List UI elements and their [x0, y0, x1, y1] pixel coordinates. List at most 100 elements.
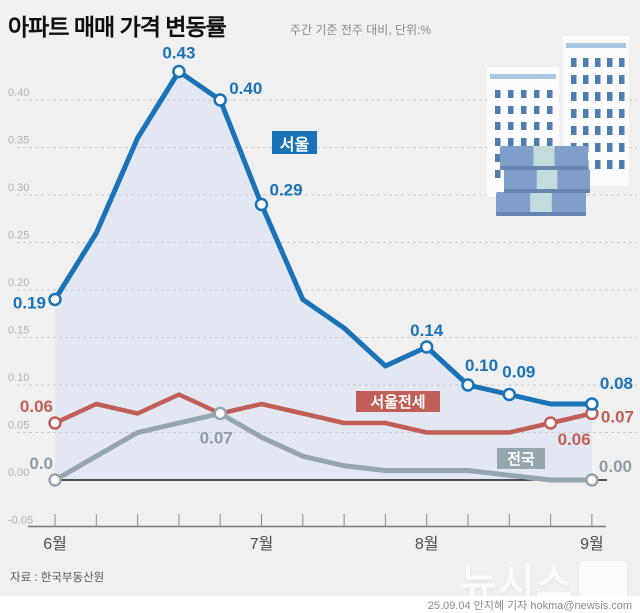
y-axis-label: 0.30 — [8, 182, 29, 194]
y-axis-label: 0.20 — [8, 277, 29, 289]
data-point-label: 0.40 — [229, 79, 262, 98]
data-point-label: 0.0 — [29, 454, 53, 473]
data-point-marker — [254, 197, 269, 212]
page-title: 아파트 매매 가격 변동률 — [8, 14, 227, 40]
window — [595, 109, 601, 118]
x-axis: 6월 7월 8월 9월 — [28, 514, 606, 553]
window — [583, 109, 589, 118]
window — [495, 122, 501, 130]
y-axis-label: 0.15 — [8, 325, 29, 337]
window — [619, 109, 625, 118]
data-point-marker — [48, 292, 62, 307]
x-axis-label: 9월 — [580, 535, 604, 553]
data-point-label: 0.09 — [502, 363, 535, 382]
data-point-marker — [585, 473, 599, 487]
y-axis-label: 0.10 — [8, 372, 29, 384]
money-edge — [504, 189, 590, 193]
window — [619, 75, 625, 84]
data-point-marker — [543, 416, 558, 430]
x-axis-label: 7월 — [250, 535, 274, 553]
window — [495, 138, 501, 146]
window — [607, 58, 613, 67]
series-points-0: 0.19 0.43 0.40 0.29 0.14 0.10 0.09 0.08 — [13, 44, 633, 411]
series-line-1 — [54, 392, 593, 435]
window — [607, 160, 613, 169]
data-point-label: 0.29 — [270, 181, 303, 200]
data-point-label: 0.06 — [558, 430, 591, 449]
money-edge — [500, 166, 588, 170]
window — [495, 170, 501, 178]
data-point-marker — [585, 397, 599, 411]
y-axis-label: 0.05 — [8, 420, 29, 432]
data-point-marker — [48, 416, 62, 430]
window — [583, 58, 589, 67]
window — [571, 75, 577, 84]
x-axis-label: 8월 — [415, 535, 439, 553]
series-line-2 — [53, 411, 592, 483]
window — [508, 138, 514, 146]
data-point-label: 0.19 — [13, 294, 46, 313]
series-points-2: 0.0 0.07 0.00 — [29, 406, 632, 487]
data-point-label: 0.10 — [465, 356, 498, 375]
window — [583, 92, 589, 101]
window — [607, 75, 613, 84]
data-point-label: 0.14 — [410, 321, 444, 340]
window — [619, 160, 625, 169]
window — [547, 122, 553, 130]
window — [508, 90, 514, 98]
data-point-marker — [419, 340, 434, 354]
window — [547, 90, 553, 98]
window — [508, 106, 514, 114]
window — [595, 75, 601, 84]
window — [571, 109, 577, 118]
data-point-label: 0.08 — [600, 374, 633, 393]
window — [595, 143, 601, 152]
series-points-1: 0.06 0.06 0.07 — [20, 397, 634, 449]
window — [495, 90, 501, 98]
window — [508, 122, 514, 130]
window — [619, 126, 625, 135]
window — [595, 160, 601, 169]
page-subtitle: 주간 기준 전주 대비, 단위:% — [290, 23, 432, 37]
window — [521, 122, 527, 130]
window — [521, 106, 527, 114]
series-label-seoul: 서울 — [272, 131, 317, 154]
data-point-marker — [48, 473, 62, 487]
window — [619, 143, 625, 152]
data-point-label: 0.43 — [162, 44, 195, 63]
window — [547, 138, 553, 146]
series-label-national: 전국 — [497, 448, 545, 469]
y-axis-label: 0.40 — [8, 87, 29, 99]
y-grid: 0.40 0.35 0.30 0.25 0.20 0.15 0.10 0.05 0.00 -0.0… — [8, 87, 637, 527]
window — [534, 90, 540, 98]
data-point-label: 0.00 — [599, 457, 632, 476]
byline-credit: 25.09.04 안지혜 기자 hokma@newsis.com — [427, 600, 632, 612]
money-edge — [496, 212, 586, 216]
data-point-label: 0.07 — [601, 408, 634, 427]
window — [607, 126, 613, 135]
window — [521, 138, 527, 146]
window — [571, 92, 577, 101]
y-axis-label: 0.00 — [8, 467, 29, 479]
window — [595, 92, 601, 101]
window — [534, 122, 540, 130]
building-stripe — [566, 43, 626, 48]
building-stripe — [490, 74, 556, 79]
window — [547, 106, 553, 114]
window — [607, 109, 613, 118]
data-point-marker — [461, 378, 475, 392]
apartment-money-icon — [487, 36, 629, 216]
x-axis-label: 6월 — [43, 535, 67, 553]
window — [595, 126, 601, 135]
data-point-marker — [213, 406, 227, 421]
window — [495, 106, 501, 114]
window — [534, 138, 540, 146]
y-axis-label: 0.35 — [8, 135, 29, 147]
data-point-label: 0.06 — [20, 397, 53, 416]
money-band — [533, 146, 555, 170]
data-point-marker — [172, 64, 186, 79]
window — [607, 143, 613, 152]
money-band — [536, 169, 558, 193]
